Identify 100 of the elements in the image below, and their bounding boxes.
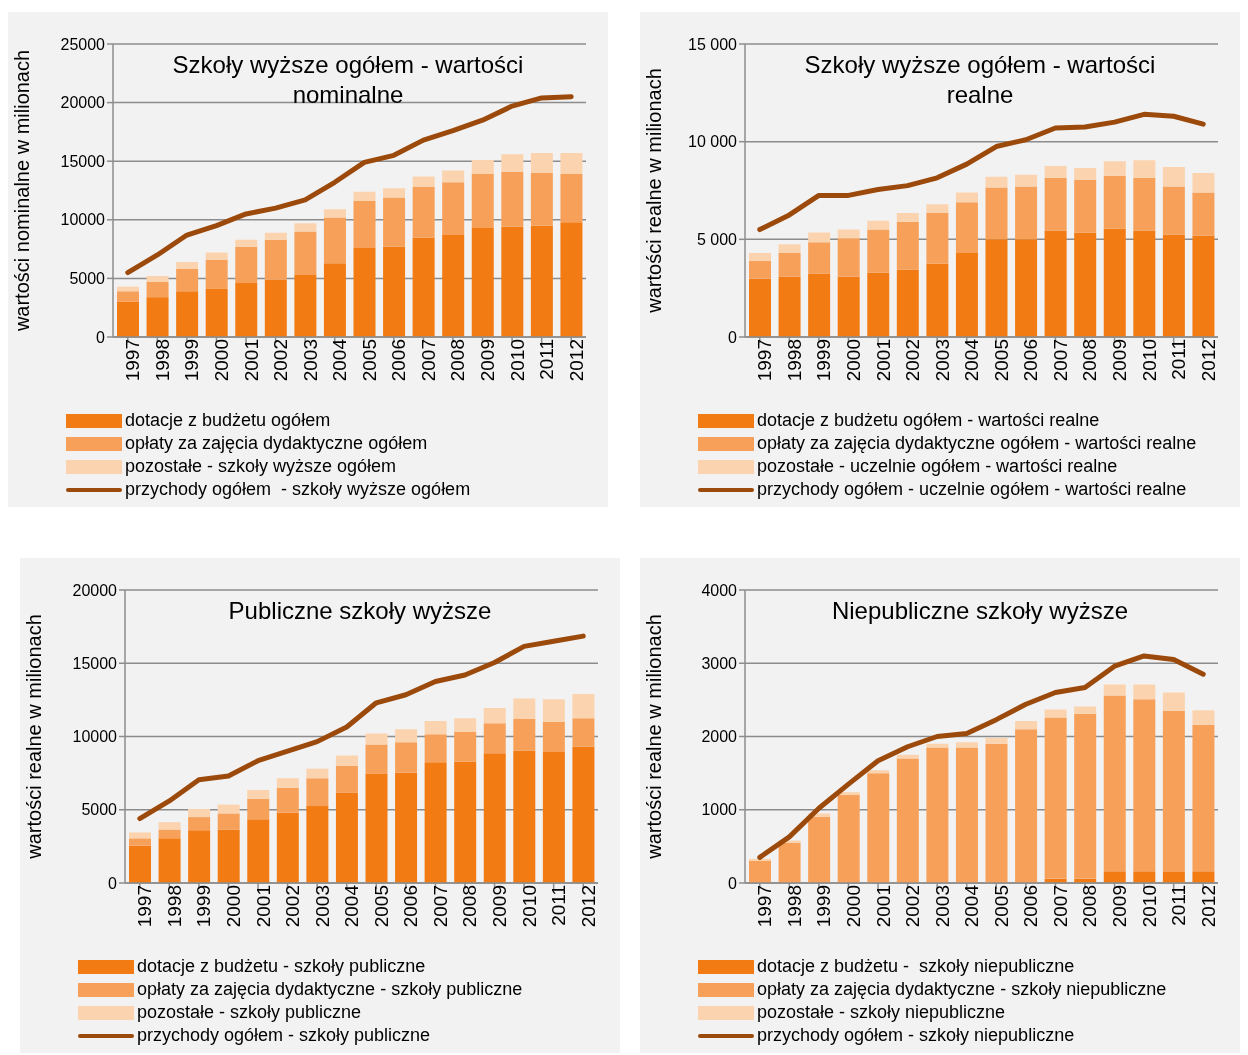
bar xyxy=(985,737,1008,744)
bar xyxy=(483,723,506,754)
x-tick-label: 2012 xyxy=(1197,885,1219,928)
x-tick-label: 2009 xyxy=(477,339,499,382)
legend-label: pozostałe - szkoły publiczne xyxy=(137,1001,362,1024)
y-tick-label: 20000 xyxy=(60,94,106,112)
bar xyxy=(1015,239,1038,337)
y-tick-label: 10 000 xyxy=(688,133,738,151)
bar xyxy=(1015,174,1038,187)
x-tick-label: 2006 xyxy=(1020,885,1042,928)
bar xyxy=(501,154,524,172)
bar xyxy=(294,223,317,232)
y-tick-label: 0 xyxy=(108,874,118,892)
bar xyxy=(1015,721,1038,730)
x-tick-label: 2003 xyxy=(931,339,953,382)
bar xyxy=(1103,695,1126,872)
bar xyxy=(205,252,228,260)
x-tick-label: 2011 xyxy=(536,339,558,380)
x-tick-label: 2010 xyxy=(1138,339,1160,382)
bar xyxy=(383,246,406,337)
bar xyxy=(188,830,211,883)
x-tick-label: 2012 xyxy=(1197,339,1219,382)
bar xyxy=(778,842,801,883)
bar xyxy=(1162,234,1185,337)
bar xyxy=(129,832,151,839)
y-tick-label: 0 xyxy=(728,874,738,892)
bar xyxy=(749,278,771,337)
legend-label: pozostałe - szkoły niepubliczne xyxy=(757,1001,1006,1024)
bar xyxy=(217,813,240,830)
bar xyxy=(985,176,1008,188)
bar xyxy=(926,263,949,337)
bar xyxy=(867,272,890,337)
bar xyxy=(205,259,228,289)
legend-label: dotacje z budżetu ogółem - wartości realne xyxy=(757,409,1100,432)
x-tick-label: 2003 xyxy=(931,885,953,928)
legend-label: opłaty za zajęcia dydaktyczne ogółem xyxy=(125,432,428,455)
x-tick-label: 2008 xyxy=(447,339,469,382)
bar xyxy=(1103,871,1126,883)
bar xyxy=(1044,177,1067,231)
bar xyxy=(323,217,346,264)
bar xyxy=(530,225,553,337)
x-tick-label: 2007 xyxy=(429,885,451,928)
bar xyxy=(383,197,406,247)
bar xyxy=(383,188,406,198)
text: Szkoły wyższe ogółem - wartości realne xyxy=(803,50,1157,110)
bar xyxy=(247,819,270,883)
bar xyxy=(808,232,831,243)
bar xyxy=(867,770,890,774)
x-tick-label: 2001 xyxy=(252,885,274,928)
bar xyxy=(276,787,299,813)
bar xyxy=(560,222,583,337)
chart-title: Publiczne szkoły wyższe xyxy=(227,596,493,626)
bar xyxy=(1044,166,1067,178)
x-tick-label: 2006 xyxy=(388,339,410,382)
y-axis-title: wartości nominalne w milionach xyxy=(11,49,34,333)
bar xyxy=(572,718,595,747)
x-tick-label: 1999 xyxy=(193,885,215,928)
bar xyxy=(205,288,228,337)
y-tick-label: 25000 xyxy=(60,35,106,53)
bar xyxy=(365,744,388,774)
bar xyxy=(176,261,199,270)
y-tick-label: 0 xyxy=(728,328,738,346)
bar xyxy=(955,192,978,203)
bar xyxy=(749,260,771,279)
x-tick-label: 1997 xyxy=(122,339,144,382)
legend-label: przychody ogółem - szkoły niepubliczne xyxy=(757,1024,1075,1047)
x-tick-label: 1998 xyxy=(783,885,805,928)
y-tick-label: 10000 xyxy=(72,728,118,746)
x-tick-label: 2011 xyxy=(548,885,570,926)
bar xyxy=(294,274,317,337)
bar xyxy=(1015,186,1038,240)
y-tick-label: 3000 xyxy=(701,654,738,672)
bar xyxy=(926,212,949,264)
bar xyxy=(424,762,447,883)
bar xyxy=(530,172,553,226)
bar xyxy=(808,273,831,337)
x-tick-label: 1998 xyxy=(163,885,185,928)
bar xyxy=(985,187,1008,240)
bar xyxy=(158,822,181,830)
bar xyxy=(235,239,258,247)
legend-label: dotacje z budżetu - szkoły niepubliczne xyxy=(757,955,1075,978)
y-tick-label: 15000 xyxy=(60,152,106,170)
bar xyxy=(442,235,465,337)
bar xyxy=(365,773,388,883)
bar xyxy=(542,751,565,883)
bar xyxy=(1103,161,1126,176)
bar xyxy=(985,239,1008,337)
x-tick-label: 2002 xyxy=(270,339,292,382)
bar xyxy=(442,182,465,236)
bar xyxy=(264,239,287,280)
x-tick-label: 2004 xyxy=(329,338,351,382)
bar xyxy=(808,242,831,274)
legend-label: przychody ogółem - szkoły publiczne xyxy=(137,1024,431,1047)
bar xyxy=(837,238,860,277)
bar xyxy=(1074,168,1097,180)
bar xyxy=(335,755,358,766)
bar xyxy=(1015,729,1038,883)
y-tick-label: 4000 xyxy=(701,581,738,599)
x-tick-label: 2006 xyxy=(400,885,422,928)
bar xyxy=(1103,228,1126,337)
